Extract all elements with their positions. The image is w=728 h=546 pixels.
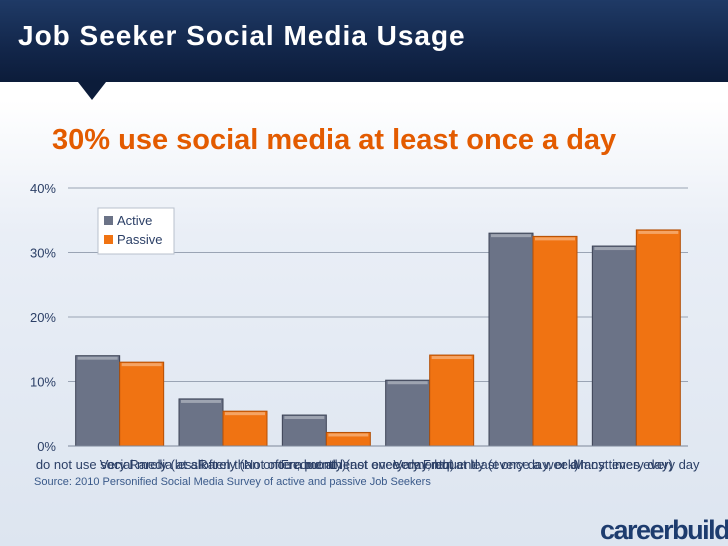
bar-highlight — [638, 230, 679, 234]
y-tick-label: 30% — [30, 246, 56, 261]
bar-chart: 0% 10% 20% 30% 40% do not use social media a… — [30, 181, 700, 472]
bar-highlight — [121, 363, 162, 367]
bar-passive — [222, 410, 268, 447]
source-note: Source: 2010 Personified Social Media Su… — [34, 476, 431, 488]
title-pointer — [78, 82, 106, 100]
title-bar — [0, 0, 728, 82]
bar-active — [385, 379, 431, 447]
y-tick-label: 20% — [30, 310, 56, 325]
legend-label: Passive — [117, 232, 163, 247]
bar-highlight — [181, 399, 221, 403]
y-tick-label: 0% — [37, 439, 56, 454]
x-tick-label: Very Frequently (every day, or almost ev… — [393, 457, 672, 472]
bar-highlight — [535, 237, 575, 241]
bar-highlight — [328, 433, 369, 437]
bar-active — [488, 232, 534, 447]
headline: 30% use social media at least once a day — [52, 124, 617, 156]
y-tick-label: 10% — [30, 375, 56, 390]
slide-title: Job Seeker Social Media Usage — [18, 20, 466, 51]
bar-highlight — [225, 412, 265, 416]
chart-bars — [75, 229, 681, 447]
bar-highlight — [491, 234, 531, 238]
bar-highlight — [594, 247, 635, 251]
bar-passive — [532, 235, 578, 447]
bar-passive — [429, 354, 475, 447]
bar-active — [591, 245, 637, 447]
y-tick-label: 40% — [30, 181, 56, 196]
bar-active — [178, 398, 224, 447]
bar-highlight — [387, 381, 428, 385]
careerbuilder-logo: careerbuilder — [600, 515, 728, 545]
bar-passive — [119, 361, 165, 447]
x-tick-label: Rarely (Not often, but at least once a m… — [198, 457, 454, 472]
x-tick-label: Frequently (not every day, but at least … — [281, 457, 579, 472]
bar-highlight — [77, 356, 118, 360]
legend-swatch — [104, 235, 113, 244]
bar-active — [75, 355, 121, 447]
bar-highlight — [284, 416, 325, 420]
bar-highlight — [431, 356, 472, 360]
bar-passive — [635, 229, 681, 447]
x-tick-label: Very Rarely (less often than once a mont… — [100, 457, 346, 472]
legend-swatch — [104, 216, 113, 225]
bar-active — [281, 414, 327, 447]
x-tick-label: do not use social media at all — [36, 457, 204, 472]
legend-box — [97, 207, 175, 255]
y-axis: 0% 10% 20% 30% 40% — [30, 181, 56, 454]
x-tick-label: Many times every day — [573, 457, 700, 472]
legend-label: Active — [117, 213, 152, 228]
chart-legend: Active Passive — [97, 207, 175, 255]
